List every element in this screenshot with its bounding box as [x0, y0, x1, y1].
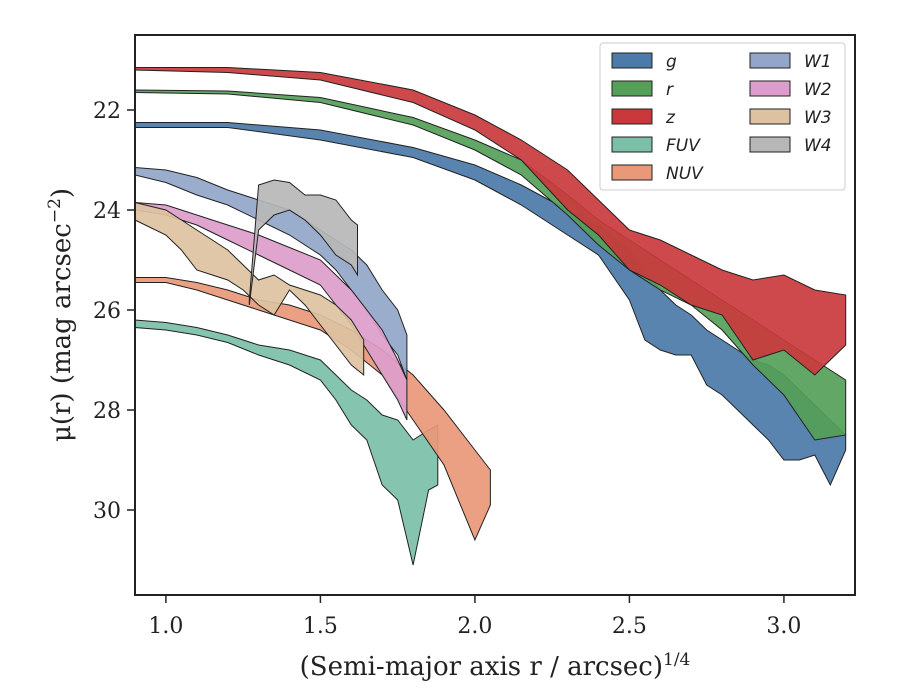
legend-swatch-w4: [749, 136, 791, 153]
y-tick-label: 24: [93, 199, 121, 224]
legend-label-z: z: [665, 108, 676, 128]
legend-label-fuv: FUV: [666, 136, 701, 156]
x-axis-label: (Semi-major axis r / arcsec)1/4: [300, 650, 691, 682]
legend-swatch-g: [611, 52, 653, 69]
y-tick-label: 22: [93, 99, 121, 124]
band-nuv: [134, 277, 491, 542]
band-fuv: [134, 319, 439, 566]
legend-label-w3: W3: [804, 108, 832, 128]
y-tick-label: 28: [93, 399, 121, 424]
legend-swatch-z: [611, 108, 653, 125]
legend: grz FUV NUV W1 W2 W3 W4: [599, 42, 846, 191]
legend-label-w4: W4: [804, 136, 832, 156]
x-tick-label: 1.0: [148, 614, 183, 639]
legend-label-nuv: NUV: [666, 164, 704, 184]
legend-label-w1: W1: [804, 52, 832, 72]
plot-frame: [134, 34, 856, 596]
legend-swatch-w1: [749, 52, 791, 69]
y-tick-label: 26: [93, 299, 121, 324]
profile-bands: [134, 67, 847, 566]
legend-swatch-r: [611, 80, 653, 97]
legend-box: [599, 42, 846, 191]
legend-label-g: g: [666, 52, 677, 72]
legend-label-r: r: [666, 80, 674, 100]
y-tick-label: 30: [93, 499, 121, 524]
legend-swatch-nuv: [611, 164, 653, 181]
legend-swatch-w3: [749, 108, 791, 125]
band-w3: [134, 201, 365, 377]
legend-label-w2: W2: [804, 80, 832, 100]
band-w4: [248, 179, 358, 306]
legend-swatch-fuv: [611, 136, 653, 153]
y-axis-label: μ(r) (mag arcsec−2): [45, 188, 77, 442]
axis-ticks: 1.0 1.5 2.0 2.5 3.0 22 24 26 28 30: [93, 99, 801, 639]
legend-swatch-w2: [749, 80, 791, 97]
band-z: [134, 67, 847, 376]
x-tick-label: 2.0: [457, 614, 492, 639]
band-w2: [134, 201, 408, 421]
x-tick-label: 2.5: [612, 614, 647, 639]
x-tick-label: 1.5: [303, 614, 338, 639]
x-tick-label: 3.0: [766, 614, 801, 639]
